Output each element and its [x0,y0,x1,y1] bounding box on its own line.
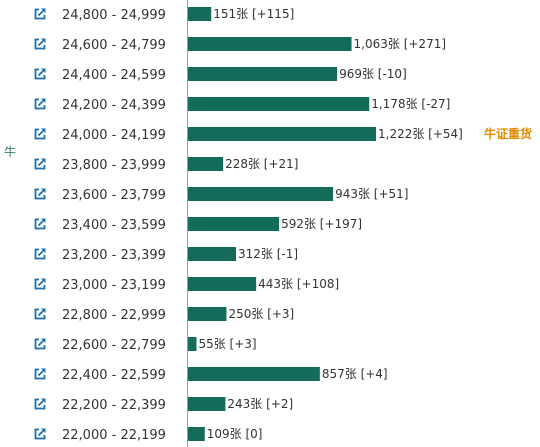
chart-row: 22,400 - 22,599 857张 [+4] [34,367,388,383]
category-label: 22,200 - 22,399 [62,398,166,413]
bar-value-label: 857张 [+4] [322,367,388,381]
category-label: 24,400 - 24,599 [62,68,166,83]
external-link-icon[interactable] [34,128,46,140]
chart-row: 23,800 - 23,999 228张 [+21] [34,157,298,173]
annotation-label: 牛证重货 [484,126,532,141]
external-link-icon[interactable] [34,428,46,440]
bar [188,157,224,171]
chart-row: 23,000 - 23,199 443张 [+108] [34,277,339,293]
bar-value-label: 1,063张 [+271] [354,37,447,51]
external-link-icon[interactable] [34,8,46,20]
external-link-icon[interactable] [34,398,46,410]
bar [188,7,212,21]
chart-row: 24,400 - 24,599 969张 [-10] [34,67,407,83]
bar-value-label: 109张 [0] [207,427,263,441]
bar-value-label: 312张 [-1] [238,247,298,261]
bar [188,187,334,201]
category-label: 23,200 - 23,399 [62,248,166,263]
bar [188,127,376,141]
side-marker: 牛 [4,144,16,159]
chart-row: 23,600 - 23,799 943张 [+51] [34,187,408,203]
category-label: 22,000 - 22,199 [62,428,166,443]
category-label: 23,800 - 23,999 [62,158,166,173]
bar-value-label: 592张 [+197] [281,217,362,231]
bar [188,37,352,51]
bar [188,427,205,441]
category-label: 24,800 - 24,999 [62,8,166,23]
chart-row: 22,200 - 22,399 243张 [+2] [34,397,293,413]
chart-row: 24,200 - 24,399 1,178张 [-27] [34,97,450,113]
external-link-icon[interactable] [34,98,46,110]
external-link-icon[interactable] [34,278,46,290]
external-link-icon[interactable] [34,308,46,320]
bar-value-label: 55张 [+3] [198,337,256,351]
external-link-icon[interactable] [34,38,46,50]
bar-value-label: 969张 [-10] [339,67,407,81]
bar-value-label: 1,178张 [-27] [371,97,450,111]
chart-row: 24,800 - 24,999 151张 [+115] [34,7,294,23]
chart-row: 24,000 - 24,199 1,222张 [+54] [34,127,463,143]
bar [188,277,257,291]
bar [188,247,236,261]
chart-row: 22,800 - 22,999 250张 [+3] [34,307,294,323]
chart-rows: 24,800 - 24,999 151张 [+115] 24,600 - 24,79… [34,7,532,443]
bar [188,337,197,351]
bar-value-label: 1,222张 [+54] [378,127,463,141]
chart-row: 22,000 - 22,199 109张 [0] [34,427,263,443]
bar-value-label: 151张 [+115] [213,7,294,21]
bar [188,397,226,411]
bar [188,307,227,321]
bar-value-label: 228张 [+21] [225,157,298,171]
bar-value-label: 443张 [+108] [258,277,339,291]
category-label: 24,000 - 24,199 [62,128,166,143]
external-link-icon[interactable] [34,248,46,260]
bar [188,97,370,111]
bar [188,367,320,381]
bar-value-label: 943张 [+51] [335,187,408,201]
external-link-icon[interactable] [34,218,46,230]
bar [188,217,280,231]
external-link-icon[interactable] [34,368,46,380]
chart-row: 23,400 - 23,599 592张 [+197] [34,217,362,233]
category-label: 24,600 - 24,799 [62,38,166,53]
category-label: 22,600 - 22,799 [62,338,166,353]
chart-row: 22,600 - 22,799 55张 [+3] [34,337,257,353]
category-label: 24,200 - 24,399 [62,98,166,113]
chart-row: 23,200 - 23,399 312张 [-1] [34,247,298,263]
category-label: 22,400 - 22,599 [62,368,166,383]
external-link-icon[interactable] [34,68,46,80]
bar [188,67,338,81]
external-link-icon[interactable] [34,338,46,350]
category-label: 22,800 - 22,999 [62,308,166,323]
external-link-icon[interactable] [34,188,46,200]
chart-row: 24,600 - 24,799 1,063张 [+271] [34,37,447,53]
category-label: 23,600 - 23,799 [62,188,166,203]
external-link-icon[interactable] [34,158,46,170]
category-label: 23,400 - 23,599 [62,218,166,233]
bar-value-label: 243张 [+2] [227,397,293,411]
bar-value-label: 250张 [+3] [228,307,294,321]
category-label: 23,000 - 23,199 [62,278,166,293]
